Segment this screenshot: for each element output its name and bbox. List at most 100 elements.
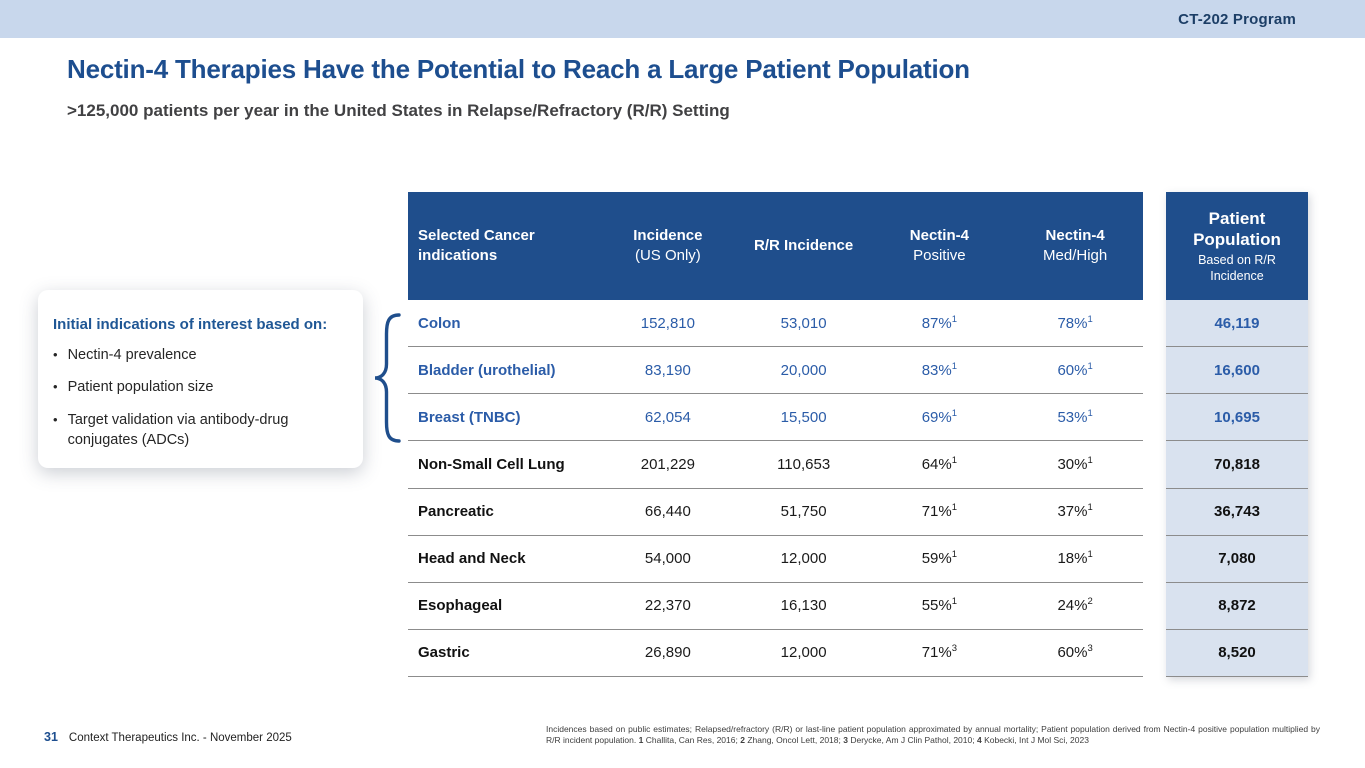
footnote-ref: 1 <box>951 360 958 372</box>
nectin4-positive-cell: 71%1 <box>921 502 958 521</box>
nectin4-medhigh-cell: 37%1 <box>1057 502 1093 521</box>
callout-bullet-text: Nectin-4 prevalence <box>67 347 197 363</box>
column-header-line2: Positive <box>913 247 966 264</box>
footnote-ref-number: 2 <box>740 735 745 746</box>
nectin4-positive-cell: 69%1 <box>921 407 958 426</box>
callout-list: • Nectin-4 prevalence • Patient population… <box>53 345 347 450</box>
footnote-ref: 1 <box>951 596 958 608</box>
footnote-ref: 1 <box>951 502 958 514</box>
footnote-ref: 3 <box>1087 643 1093 655</box>
indication-cell: Esophageal <box>418 597 503 615</box>
indication-cell: Head and Neck <box>418 550 526 568</box>
bullet-icon: • <box>53 347 58 362</box>
rr-incidence-cell: 12,000 <box>780 550 827 568</box>
column-header-line1: Selected Cancer <box>418 226 535 244</box>
footnote-ref: 3 <box>951 643 958 655</box>
footnote-ref: 1 <box>1087 313 1093 325</box>
incidence-cell: 66,440 <box>644 503 691 521</box>
callout-box: Initial indications of interest based on… <box>38 290 363 469</box>
column-header-nectin4-medhigh: Nectin-4 Med/High <box>1007 192 1143 300</box>
population-cell: 36,743 <box>1166 488 1308 536</box>
top-bar: CT-202 Program <box>0 0 1365 38</box>
nectin4-medhigh-cell: 60%3 <box>1057 643 1093 662</box>
population-cell: 7,080 <box>1166 535 1308 583</box>
indication-cell: Pancreatic <box>418 503 494 521</box>
program-tag: CT-202 Program <box>1178 10 1296 28</box>
footnote-text: Kobecki, Int J Mol Sci, 2023 <box>981 735 1089 746</box>
indication-cell: Non-Small Cell Lung <box>418 455 565 473</box>
table-row: Pancreatic 66,440 51,750 71%1 37%1 <box>408 489 1143 536</box>
indication-cell: Colon <box>418 314 461 332</box>
footnote-text: Incidences based on public estimates; Re… <box>546 724 1320 746</box>
population-cell: 70,818 <box>1166 441 1308 489</box>
nectin4-medhigh-cell: 18%1 <box>1057 549 1093 568</box>
table-row: Colon 152,810 53,010 87%1 78%1 <box>408 300 1143 348</box>
column-header-line2: (US Only) <box>634 247 701 264</box>
footnote-ref-number: 1 <box>638 735 644 746</box>
footnote-ref: 2 <box>1087 596 1093 608</box>
footnote-text: Zhang, Oncol Lett, 2018; <box>744 735 844 746</box>
incidence-cell: 22,370 <box>644 597 691 615</box>
footnote-ref: 1 <box>951 454 958 466</box>
incidence-cell: 62,054 <box>644 408 691 426</box>
footnote-ref: 1 <box>951 407 958 419</box>
footnote-ref: 1 <box>1087 360 1093 372</box>
nectin4-positive-cell: 83%1 <box>921 360 958 379</box>
nectin4-positive-cell: 87%1 <box>921 313 958 332</box>
footnote-ref: 1 <box>1087 407 1093 419</box>
bullet-icon: • <box>53 379 58 395</box>
table-row: Head and Neck 54,000 12,000 59%1 18%1 <box>408 536 1143 583</box>
population-header-title: Patient Population <box>1193 208 1281 249</box>
nectin4-medhigh-cell: 53%1 <box>1057 407 1093 426</box>
rr-incidence-cell: 20,000 <box>780 361 827 379</box>
indication-cell: Gastric <box>418 644 470 662</box>
footer-company: Context Therapeutics Inc. - November 202… <box>68 732 292 744</box>
indication-cell: Breast (TNBC) <box>418 408 521 426</box>
incidence-cell: 26,890 <box>644 644 691 662</box>
footer: 31 Context Therapeutics Inc. - November … <box>44 730 292 744</box>
column-header-line2: indications <box>418 247 498 264</box>
footnote-ref-number: 3 <box>843 735 848 746</box>
column-header-line1: Incidence <box>633 226 703 244</box>
population-cell: 8,872 <box>1166 582 1308 630</box>
footnote-ref: 1 <box>1087 454 1093 466</box>
nectin4-positive-cell: 64%1 <box>921 454 958 473</box>
indication-cell: Bladder (urothelial) <box>418 361 556 379</box>
table-header: Selected Cancer indications Incidence (U… <box>408 192 1143 300</box>
curly-brace-icon <box>374 313 401 443</box>
rr-incidence-cell: 51,750 <box>780 503 827 521</box>
rr-incidence-cell: 53,010 <box>780 314 827 332</box>
column-header-line2: Med/High <box>1043 247 1108 264</box>
table-row: Breast (TNBC) 62,054 15,500 69%1 53%1 <box>408 394 1143 442</box>
column-header-line1: Nectin-4 <box>1045 226 1105 244</box>
column-header-indications: Selected Cancer indications <box>408 192 600 300</box>
footnote-text: Derycke, Am J Clin Pathol, 2010; <box>847 735 977 746</box>
incidence-cell: 83,190 <box>644 361 691 379</box>
population-body: 46,119 16,600 10,695 70,818 36,743 7,080 8,872… <box>1166 300 1308 677</box>
callout-heading: Initial indications of interest based on… <box>53 316 328 333</box>
nectin4-medhigh-cell: 60%1 <box>1057 360 1093 379</box>
table-row: Bladder (urothelial) 83,190 20,000 83%1 60%1 <box>408 347 1143 395</box>
footnote-ref: 1 <box>1087 549 1093 561</box>
table-row: Gastric 26,890 12,000 71%3 60%3 <box>408 630 1143 677</box>
footnote-ref: 1 <box>951 549 958 561</box>
callout-bullet-text: Target validation via antibody-drug conj… <box>67 411 289 448</box>
population-column: Patient Population Based on R/R Incidenc… <box>1166 192 1308 677</box>
column-header-line1: R/R Incidence <box>754 236 854 254</box>
footnote-ref: 1 <box>951 313 958 325</box>
population-cell: 16,600 <box>1166 347 1308 395</box>
footnote-text: Challita, Can Res, 2016; <box>643 735 741 746</box>
callout-bullet-text: Patient population size <box>67 379 214 396</box>
rr-incidence-cell: 16,130 <box>780 597 827 615</box>
footnote-ref-number: 4 <box>976 735 982 746</box>
nectin4-medhigh-cell: 30%1 <box>1057 454 1093 473</box>
nectin4-positive-cell: 55%1 <box>921 596 958 615</box>
table-body: Colon 152,810 53,010 87%1 78%1 Bladder (uroth… <box>408 300 1143 677</box>
table-row: Esophageal 22,370 16,130 55%1 24%2 <box>408 583 1143 630</box>
nectin4-medhigh-cell: 78%1 <box>1057 313 1093 332</box>
slide-title: Nectin-4 Therapies Have the Potential to… <box>67 54 970 84</box>
rr-incidence-cell: 110,653 <box>777 455 831 473</box>
callout-bullet: • Nectin-4 prevalence <box>53 345 347 365</box>
population-header-subtitle: Based on R/R Incidence <box>1198 253 1276 284</box>
